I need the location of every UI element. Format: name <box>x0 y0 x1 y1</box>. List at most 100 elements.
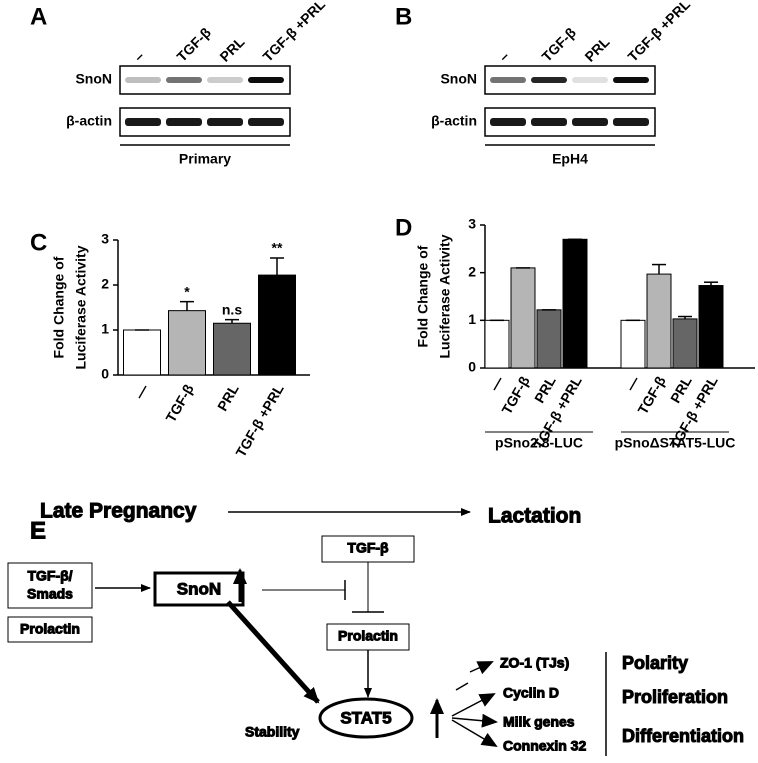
band <box>166 77 202 83</box>
y-tick-label: 0 <box>101 366 109 382</box>
bar <box>620 319 646 369</box>
bar <box>510 267 536 369</box>
y-tick-label: 3 <box>101 231 109 247</box>
lane-label: – <box>495 48 512 65</box>
stage-end: Lactation <box>488 505 581 528</box>
x-tick-label: TGF-β +PRL <box>232 381 287 460</box>
lane-label: TGF-β +PRL <box>624 0 693 65</box>
lane-label: PRL <box>216 33 247 64</box>
stat5-node: STAT5 <box>340 708 391 727</box>
bar <box>698 285 724 369</box>
x-tick-label: TGF-β <box>162 381 197 425</box>
lane-label: PRL <box>581 33 612 64</box>
lane-label: TGF-β <box>538 24 579 65</box>
y-tick-label: 2 <box>468 263 476 279</box>
arrow <box>469 661 494 675</box>
band <box>490 77 526 83</box>
x-tick-label: — <box>622 373 643 393</box>
target: Cyclin D <box>503 685 559 701</box>
prolactin-node: Prolactin <box>338 628 398 644</box>
prolactin-left: Prolactin <box>20 621 80 637</box>
bar <box>258 274 296 376</box>
bar <box>123 329 161 376</box>
box <box>7 562 93 609</box>
y-tick-label: 1 <box>101 321 109 337</box>
lane-label: TGF-β <box>173 24 214 65</box>
band <box>125 118 161 126</box>
band <box>531 118 567 126</box>
x-tick-label: PRL <box>214 381 242 414</box>
band <box>572 118 608 126</box>
stat5-ellipse <box>318 697 414 739</box>
arrow <box>451 713 498 728</box>
outcome: Polarity <box>622 653 688 673</box>
band <box>531 77 567 83</box>
significance: * <box>184 283 190 299</box>
band <box>166 118 202 126</box>
band <box>613 118 649 126</box>
stability: Stability <box>245 724 300 740</box>
x-tick-label: — <box>486 373 507 393</box>
signal-line: TGF-β/ <box>27 568 72 584</box>
y-tick-label: 2 <box>101 276 109 292</box>
x-tick-label: — <box>131 381 152 401</box>
y-axis-label: Luciferase Activity <box>73 245 89 369</box>
outcome: Differentiation <box>622 726 744 746</box>
bar <box>646 273 672 369</box>
band <box>207 77 243 83</box>
y-axis-label: Fold Change of <box>415 245 431 347</box>
significance: ** <box>272 240 283 256</box>
y-tick-label: 1 <box>468 311 476 327</box>
tgf-node: TGF-β <box>347 540 389 556</box>
bar <box>484 319 510 369</box>
band <box>613 77 649 83</box>
snon-node: SnoN <box>177 579 221 598</box>
arrow <box>451 719 498 748</box>
panel-label: B <box>395 3 412 30</box>
band <box>248 77 284 83</box>
dash <box>455 682 469 691</box>
row-label: SnoN <box>440 71 477 87</box>
cell-label: Primary <box>179 151 231 167</box>
group-label: pSnoΔSTAT5-LUC <box>615 435 736 451</box>
panel-label: C <box>30 229 47 256</box>
panel-label: D <box>395 214 412 241</box>
thick-arrow <box>226 600 320 704</box>
signal-line: Smads <box>27 586 73 602</box>
y-tick-label: 0 <box>468 359 476 375</box>
blot-panels: A– TGF-β PRL TGF-β +PRLSnoNβ-actinPrimaryB–… <box>30 0 694 167</box>
diagram-panel: E Late Pregnancy Lactation TGF-β/ Smads … <box>7 499 745 756</box>
bar <box>168 310 206 376</box>
y-tick-label: 3 <box>468 216 476 232</box>
band <box>207 118 243 126</box>
group-label: pSno2.8-LUC <box>495 435 583 451</box>
bar <box>213 322 251 376</box>
stage-start: Late Pregnancy <box>40 500 197 523</box>
row-label: β-actin <box>431 113 477 129</box>
lane-label: TGF-β +PRL <box>259 0 328 65</box>
bar <box>536 309 562 369</box>
cell-label: EpH4 <box>552 151 588 167</box>
band <box>248 118 284 126</box>
box <box>7 616 93 643</box>
panel-label: A <box>30 3 47 30</box>
significance: n.s <box>222 301 242 317</box>
outcome: Proliferation <box>622 687 728 707</box>
band <box>572 77 608 83</box>
bar <box>672 318 698 369</box>
band <box>490 118 526 126</box>
row-label: SnoN <box>75 71 112 87</box>
bar <box>562 238 588 369</box>
row-label: β-actin <box>66 113 112 129</box>
lane-label: – <box>130 48 147 65</box>
band <box>125 77 161 83</box>
y-axis-label: Luciferase Activity <box>437 234 453 358</box>
target: Milk genes <box>503 714 575 730</box>
arrow <box>451 693 496 717</box>
y-axis-label: Fold Change of <box>51 256 67 358</box>
box <box>153 571 245 607</box>
panel-label: E <box>30 517 46 544</box>
target: Connexin 32 <box>503 738 586 754</box>
